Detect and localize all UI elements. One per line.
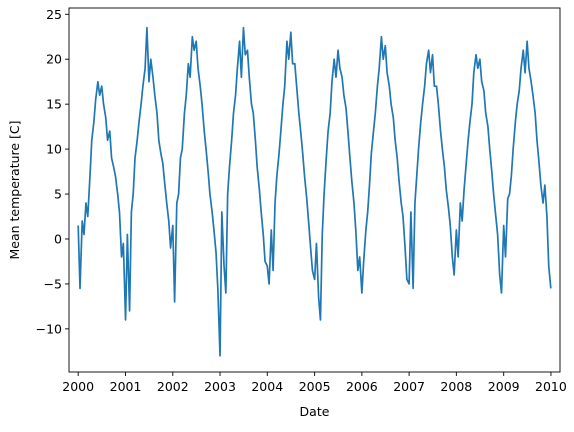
x-axis-label: Date xyxy=(300,404,330,419)
x-tick-label: 2003 xyxy=(204,379,236,394)
x-tick-label: 2008 xyxy=(440,379,472,394)
x-tick-label: 2001 xyxy=(110,379,142,394)
temperature-series-line xyxy=(77,26,552,357)
y-axis: −10 −5 0 5 10 15 20 25 xyxy=(36,7,69,336)
plot-frame xyxy=(68,7,561,373)
x-axis: 2000 2001 2002 2003 2004 2005 2006 2007 2008 2009… xyxy=(62,372,567,394)
x-tick-label: 2000 xyxy=(62,379,94,394)
x-tick-label: 2005 xyxy=(299,379,331,394)
x-tick-label: 2006 xyxy=(346,379,378,394)
x-tick-label: 2007 xyxy=(393,379,425,394)
y-tick-label: 15 xyxy=(46,97,62,112)
y-tick-label: 5 xyxy=(54,187,62,202)
y-axis-label: Mean temperature [C] xyxy=(7,120,22,259)
plot-area xyxy=(69,8,560,372)
y-tick-label: −10 xyxy=(36,321,62,336)
y-tick-label: 0 xyxy=(54,231,62,246)
x-tick-label: 2004 xyxy=(251,379,283,394)
y-tick-label: 25 xyxy=(46,7,62,22)
y-tick-label: 20 xyxy=(46,52,62,67)
y-tick-label: −5 xyxy=(44,276,62,291)
x-tick-label: 2009 xyxy=(488,379,520,394)
y-tick-label: 10 xyxy=(46,142,62,157)
x-tick-label: 2010 xyxy=(535,379,567,394)
x-tick-label: 2002 xyxy=(157,379,189,394)
